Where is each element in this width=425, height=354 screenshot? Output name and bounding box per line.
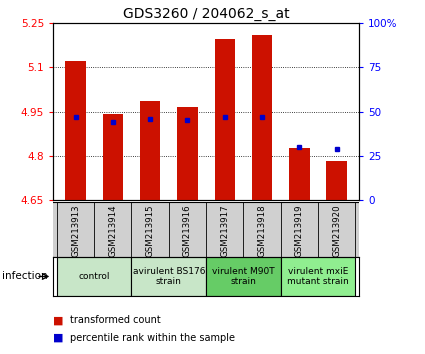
Bar: [215, 39, 235, 200]
Text: virulent mxiE
mutant strain: virulent mxiE mutant strain: [287, 267, 349, 286]
Title: GDS3260 / 204062_s_at: GDS3260 / 204062_s_at: [123, 7, 289, 21]
Text: GSM213915: GSM213915: [146, 205, 155, 257]
Text: control: control: [79, 272, 110, 281]
Bar: [289, 148, 310, 200]
Text: percentile rank within the sample: percentile rank within the sample: [70, 333, 235, 343]
Text: GSM213916: GSM213916: [183, 205, 192, 257]
Text: GSM213913: GSM213913: [71, 205, 80, 257]
Bar: [252, 35, 272, 200]
Text: GSM213914: GSM213914: [108, 205, 117, 257]
Bar: [281, 257, 355, 296]
Text: GSM213917: GSM213917: [220, 205, 229, 257]
Text: GSM213919: GSM213919: [295, 205, 304, 257]
Bar: [131, 257, 206, 296]
Text: ■: ■: [53, 333, 64, 343]
Text: virulent M90T
strain: virulent M90T strain: [212, 267, 275, 286]
Text: transformed count: transformed count: [70, 315, 161, 325]
Bar: [65, 61, 86, 200]
Bar: [57, 257, 131, 296]
Text: GSM213920: GSM213920: [332, 205, 341, 257]
Text: infection: infection: [2, 272, 48, 281]
Bar: [140, 101, 160, 200]
Bar: [206, 257, 281, 296]
Text: avirulent BS176
strain: avirulent BS176 strain: [133, 267, 205, 286]
Bar: [177, 107, 198, 200]
Bar: [326, 161, 347, 200]
Text: GSM213918: GSM213918: [258, 205, 266, 257]
Text: ■: ■: [53, 315, 64, 325]
Bar: [102, 114, 123, 200]
